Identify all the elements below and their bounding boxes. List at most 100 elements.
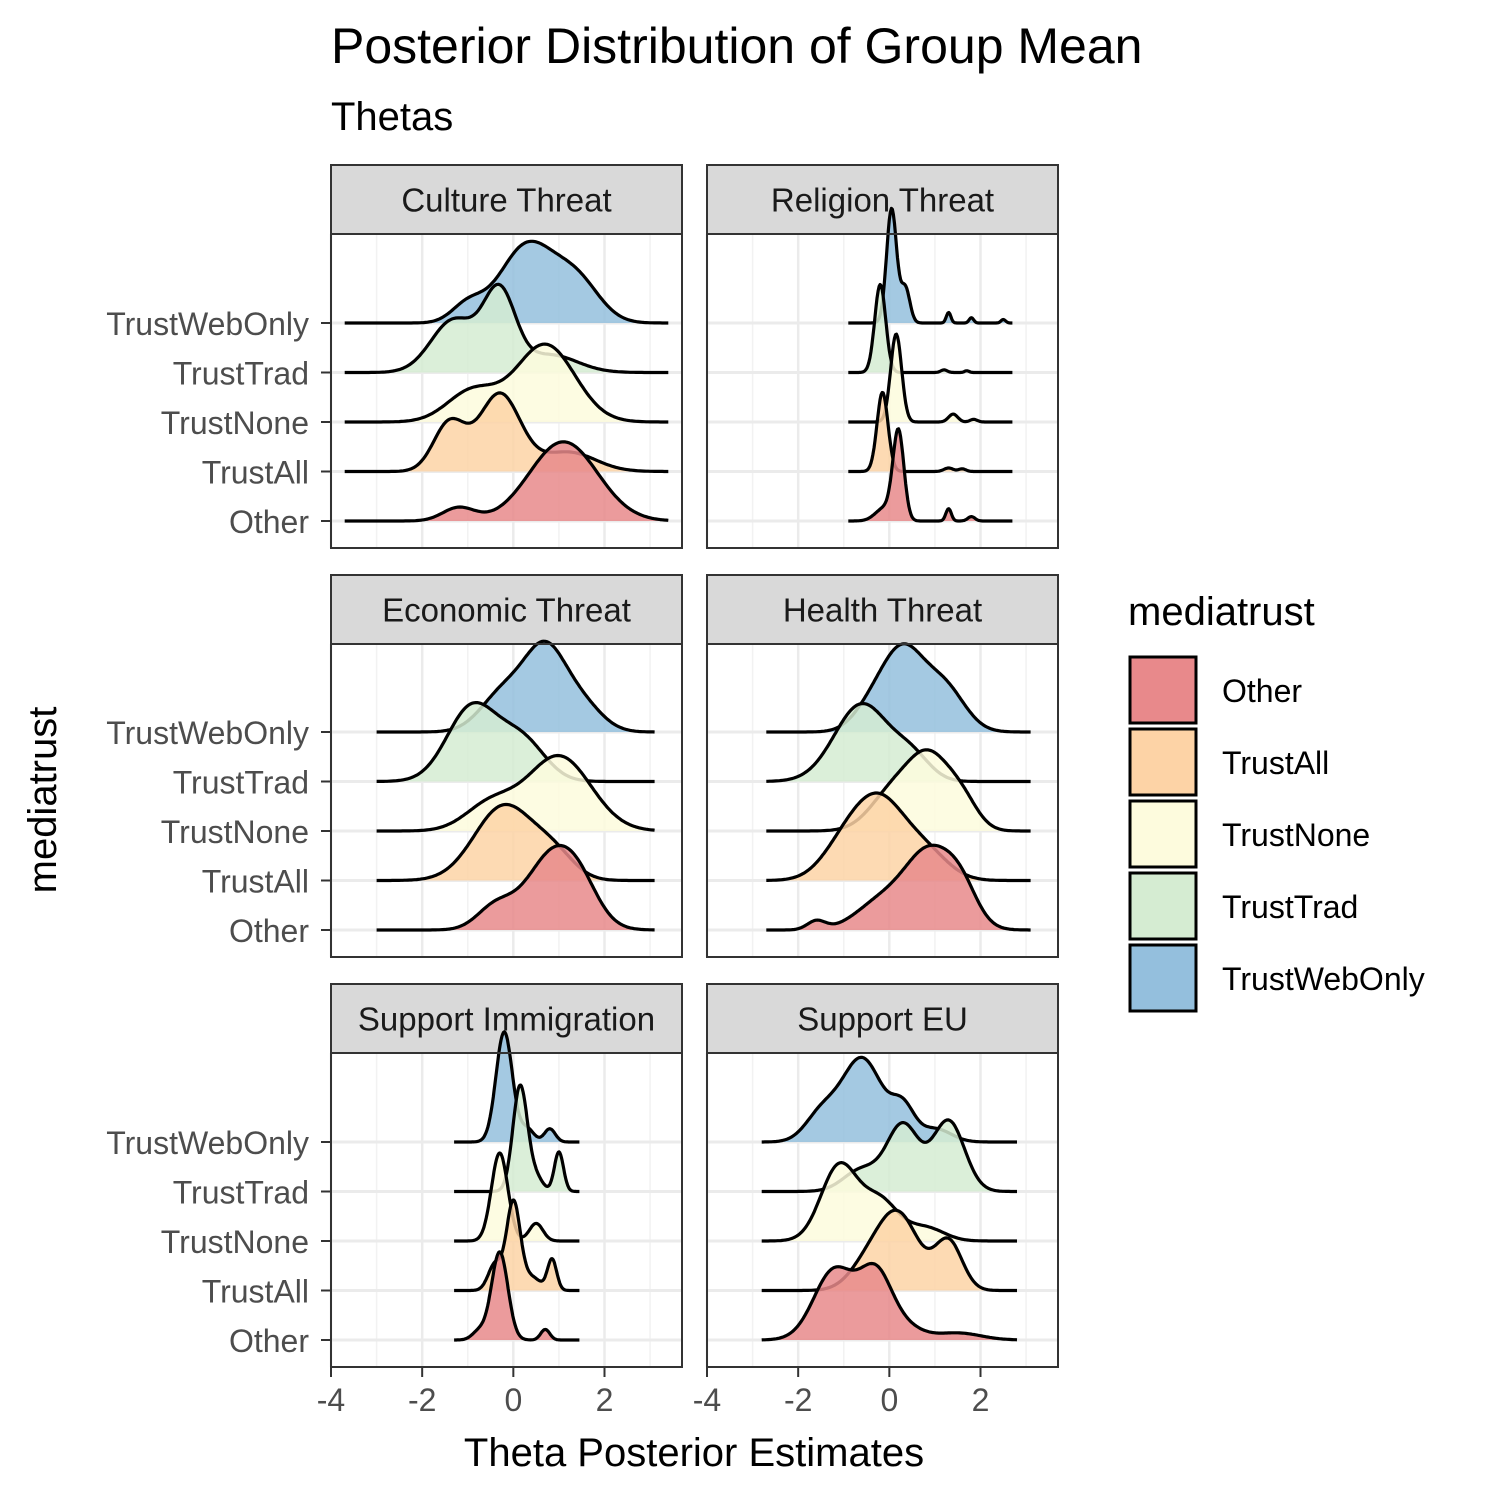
facet-strip [706, 574, 1059, 645]
ridge-line-trusttrad [376, 701, 655, 784]
facet-panels: Culture Threat Other TrustAll TrustNone Trus… [106, 164, 1059, 1418]
chart-title: Posterior Distribution of Group Mean [331, 18, 1142, 74]
y-tick-label: TrustTrad [173, 1175, 309, 1211]
y-axis-label: mediatrust [21, 707, 65, 894]
ridge-line-trustwebonly [376, 639, 655, 734]
facet-strip-label: Economic Threat [382, 592, 631, 629]
x-tick-label: 2 [596, 1382, 614, 1418]
ridge-area-trustwebonly [761, 1057, 1017, 1142]
ridge-area-trustnone [848, 334, 1013, 422]
ridge-line-other [847, 427, 1013, 523]
legend-label: TrustWebOnly [1222, 961, 1425, 997]
ridge-area-other [376, 845, 655, 930]
panel-support-immigration: Support Immigration Other TrustAll TrustNon… [106, 983, 683, 1418]
ridge-line-trustnone [376, 753, 655, 833]
ridge-area-trusttrad [848, 284, 1013, 373]
x-tick-label: 0 [504, 1382, 522, 1418]
y-tick-label: TrustWebOnly [106, 715, 309, 751]
facet-strip-label: Religion Threat [771, 182, 994, 219]
panel-economic-threat: Economic Threat Other TrustAll TrustNone Tru… [106, 574, 683, 958]
y-tick-label: TrustTrad [173, 765, 309, 801]
ridge-line-other [453, 1250, 581, 1342]
facet-strip-label: Culture Threat [401, 182, 611, 219]
legend-swatch [1128, 727, 1198, 797]
ridge-area-trustwebonly [376, 641, 655, 732]
ridge-area-trustnone [344, 344, 669, 422]
ridge-line-trustwebonly [761, 1055, 1017, 1144]
ridge-line-trusttrad [453, 1083, 581, 1194]
ridge-line-trusttrad [847, 282, 1013, 375]
ridge-area-trustnone [761, 1162, 1017, 1241]
panel-border [330, 233, 683, 549]
y-tick-label: TrustNone [161, 405, 309, 441]
panel-border [706, 1052, 1059, 1368]
panel-health-threat: Health Threat [705, 574, 1059, 958]
panel-border [706, 643, 1059, 958]
ridge-area-trustall [344, 392, 669, 472]
y-tick-label: TrustWebOnly [106, 1125, 309, 1161]
ridge-line-trustall [344, 391, 669, 474]
ridge-area-trustall [766, 793, 1031, 881]
ridge-line-trustall [761, 1208, 1017, 1293]
x-tick-label: -4 [693, 1382, 721, 1418]
ridge-line-trustall [453, 1198, 581, 1293]
legend-swatch [1128, 871, 1198, 941]
ridge-area-other [761, 1263, 1017, 1340]
ridge-line-other [766, 843, 1031, 932]
ridge-line-trustnone [344, 342, 669, 424]
ridge-area-trusttrad [454, 1085, 580, 1192]
facet-strip-label: Support EU [797, 1001, 968, 1038]
ridge-line-trustnone [766, 748, 1031, 833]
panel-border [330, 1052, 683, 1368]
ridge-line-other [761, 1261, 1018, 1342]
ridge-line-trustwebonly [344, 239, 669, 325]
legend-label: TrustTrad [1222, 889, 1358, 925]
legend-item-trustnone: TrustNone [1128, 799, 1370, 869]
legend-swatch [1128, 943, 1198, 1013]
y-tick-label: TrustAll [202, 864, 309, 900]
panel-religion-threat: Religion Threat [705, 164, 1059, 549]
facet-strip [330, 574, 683, 645]
panel-border [330, 643, 683, 958]
ridge-line-trustall [847, 390, 1013, 474]
facet-strip [330, 164, 683, 235]
legend-item-trustall: TrustAll [1128, 727, 1329, 797]
legend-item-trustwebonly: TrustWebOnly [1128, 943, 1425, 1013]
ridge-line-other [376, 843, 655, 932]
chart-subtitle: Thetas [331, 95, 453, 139]
y-tick-label: TrustAll [202, 1274, 309, 1310]
legend-label: Other [1222, 673, 1302, 709]
x-tick-label: -2 [408, 1382, 436, 1418]
ridge-line-trustall [766, 791, 1031, 883]
facet-strip-label: Health Threat [783, 592, 982, 629]
ridge-area-trustwebonly [766, 643, 1031, 732]
ridge-line-trustwebonly [766, 642, 1031, 734]
ridge-area-trustnone [376, 755, 655, 831]
y-tick-label: Other [229, 1323, 309, 1359]
ridge-line-trustall [376, 802, 655, 883]
ridge-area-trustall [761, 1210, 1017, 1291]
y-tick-label: TrustNone [161, 814, 309, 850]
legend-label: TrustNone [1222, 817, 1370, 853]
legend-label: TrustAll [1222, 745, 1329, 781]
y-tick-label: Other [229, 913, 309, 949]
ridge-area-trustall [848, 392, 1013, 472]
y-tick-label: TrustWebOnly [106, 306, 309, 342]
ridge-line-trustnone [761, 1161, 1017, 1243]
ridge-area-trustall [376, 804, 655, 881]
ridge-area-trustnone [766, 749, 1031, 831]
panel-culture-threat: Culture Threat Other TrustAll TrustNone Trus… [106, 164, 683, 549]
legend-item-other: Other [1128, 655, 1302, 725]
y-tick-label: Other [229, 504, 309, 540]
x-tick-label: 0 [880, 1382, 898, 1418]
legend: mediatrust Other TrustAll TrustNone TrustTr… [1128, 590, 1425, 1013]
ridge-area-trusttrad [766, 703, 1031, 782]
facet-strip [706, 983, 1059, 1054]
x-axis-label: Theta Posterior Estimates [464, 1431, 924, 1475]
x-tick-label: -4 [317, 1382, 345, 1418]
legend-swatch [1128, 799, 1198, 869]
y-tick-label: TrustAll [202, 455, 309, 491]
legend-swatch [1128, 655, 1198, 725]
ridge-area-trusttrad [761, 1119, 1017, 1192]
